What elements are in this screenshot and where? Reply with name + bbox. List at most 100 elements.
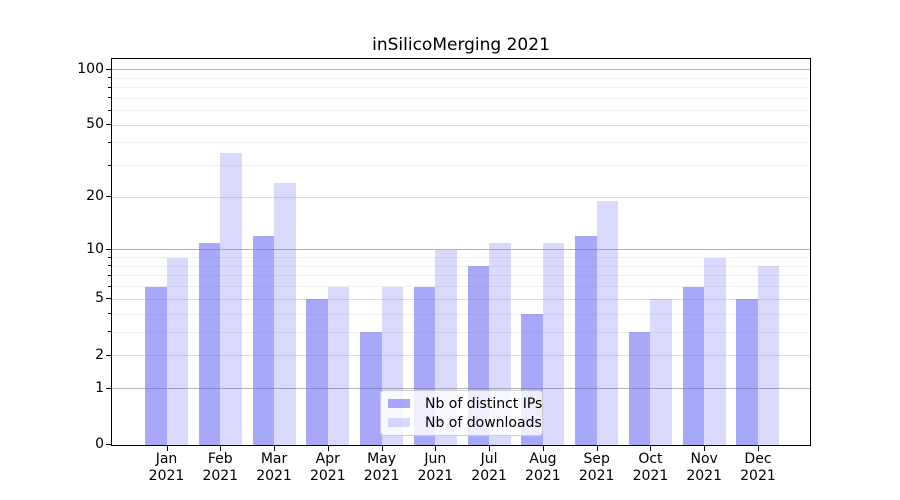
y-tick bbox=[106, 387, 111, 389]
y-tick-label: 2 bbox=[95, 346, 104, 363]
x-tick-label-year: 2021 bbox=[417, 468, 454, 484]
gridline-minor bbox=[112, 87, 810, 88]
x-tick-label: Aug 2021 bbox=[501, 451, 585, 485]
bar-distinct-ips bbox=[306, 299, 328, 445]
bar-distinct-ips bbox=[252, 236, 275, 445]
bar-downloads bbox=[650, 299, 672, 445]
x-tick-label: Sep 2021 bbox=[555, 451, 639, 485]
gridline-minor bbox=[112, 265, 810, 267]
bar-downloads bbox=[704, 257, 726, 445]
gridline-minor bbox=[112, 97, 810, 99]
y-minor-tick bbox=[108, 164, 111, 166]
gridline-major bbox=[112, 388, 810, 390]
bar-downloads bbox=[220, 153, 242, 445]
legend: Nb of distinct IPs Nb of downloads bbox=[380, 390, 543, 436]
gridline-major bbox=[112, 249, 810, 251]
y-minor-tick bbox=[108, 285, 111, 287]
x-tick-label: Jun 2021 bbox=[393, 451, 477, 485]
x-tick-label: Nov 2021 bbox=[662, 451, 746, 485]
x-tick-label-month: Sep bbox=[583, 451, 610, 467]
x-tick-label-year: 2021 bbox=[202, 468, 239, 484]
gridline-minor bbox=[112, 77, 810, 79]
gridline bbox=[112, 124, 810, 126]
x-tick-label-year: 2021 bbox=[740, 468, 776, 484]
x-tick-label-year: 2021 bbox=[578, 468, 615, 484]
y-tick-label: 0 bbox=[95, 436, 104, 452]
x-tick bbox=[650, 446, 652, 451]
x-tick-label-year: 2021 bbox=[363, 468, 400, 484]
gridline bbox=[112, 355, 810, 357]
bar-distinct-ips bbox=[145, 286, 167, 445]
y-tick bbox=[106, 124, 111, 126]
x-tick-label-year: 2021 bbox=[632, 468, 669, 484]
y-tick bbox=[106, 248, 111, 250]
y-minor-tick bbox=[108, 313, 111, 315]
x-tick-label-month: Jul bbox=[480, 451, 498, 467]
x-tick-label-month: May bbox=[367, 451, 397, 467]
x-tick-label-year: 2021 bbox=[686, 468, 722, 484]
y-minor-tick bbox=[108, 77, 111, 79]
x-tick-label-month: Dec bbox=[744, 451, 772, 467]
gridline-minor bbox=[112, 165, 810, 167]
y-tick-label: 10 bbox=[86, 240, 104, 257]
x-tick-label-month: Mar bbox=[260, 451, 288, 467]
bar-downloads bbox=[757, 266, 780, 445]
gridline bbox=[112, 298, 810, 300]
bar-distinct-ips bbox=[682, 286, 705, 445]
x-tick-label: Jul 2021 bbox=[447, 451, 531, 485]
x-tick-label: Oct 2021 bbox=[608, 451, 692, 485]
y-tick-label: 100 bbox=[77, 60, 104, 77]
x-tick-label: Apr 2021 bbox=[286, 451, 370, 485]
x-tick-label: Dec 2021 bbox=[716, 451, 800, 485]
x-tick-label-month: Jan bbox=[155, 451, 178, 467]
gridline-minor bbox=[112, 275, 810, 277]
bar-distinct-ips bbox=[736, 299, 758, 445]
bar-distinct-ips bbox=[628, 332, 651, 445]
x-tick bbox=[542, 446, 544, 451]
y-minor-tick bbox=[108, 265, 111, 267]
x-tick-label-month: Jun bbox=[424, 451, 447, 467]
legend-label-downloads: Nb of downloads bbox=[425, 414, 542, 431]
gridline-minor bbox=[112, 110, 810, 112]
gridline-major bbox=[112, 69, 810, 71]
plot-area bbox=[111, 58, 811, 446]
y-minor-tick bbox=[108, 86, 111, 88]
gridline-minor bbox=[112, 313, 810, 315]
x-tick bbox=[327, 446, 329, 451]
y-tick bbox=[106, 196, 111, 198]
bar-downloads bbox=[596, 201, 619, 445]
bar-downloads bbox=[542, 242, 565, 445]
x-tick-label-year: 2021 bbox=[256, 468, 292, 484]
y-minor-tick bbox=[108, 274, 111, 276]
y-tick-label: 5 bbox=[95, 290, 104, 307]
x-tick-label: Jan 2021 bbox=[125, 451, 209, 485]
x-tick bbox=[274, 446, 276, 451]
x-tick bbox=[596, 446, 598, 451]
bar-distinct-ips bbox=[360, 332, 382, 445]
x-tick-label-month: Feb bbox=[207, 451, 233, 467]
x-tick bbox=[489, 446, 491, 451]
chart-title: inSilicoMerging 2021 bbox=[372, 35, 550, 55]
legend-label-distinct-ips: Nb of distinct IPs bbox=[425, 395, 543, 412]
x-tick-label-month: Oct bbox=[638, 451, 663, 467]
x-tick bbox=[435, 446, 437, 451]
legend-item-downloads: Nb of downloads bbox=[388, 415, 542, 431]
y-minor-tick bbox=[108, 256, 111, 258]
bar-distinct-ips bbox=[198, 242, 221, 445]
gridline-minor bbox=[112, 286, 810, 288]
x-tick-label-month: Nov bbox=[690, 451, 718, 467]
x-tick-label-month: Apr bbox=[315, 451, 340, 467]
y-tick-label: 1 bbox=[95, 379, 104, 396]
y-tick-label: 50 bbox=[86, 116, 104, 133]
y-tick bbox=[106, 68, 111, 70]
y-tick bbox=[106, 298, 111, 300]
x-tick-label-year: 2021 bbox=[148, 468, 185, 484]
x-tick-label-year: 2021 bbox=[309, 468, 346, 484]
legend-swatch-distinct-ips bbox=[388, 399, 410, 408]
x-tick bbox=[220, 446, 222, 451]
y-tick bbox=[106, 354, 111, 356]
bar-downloads bbox=[166, 257, 188, 445]
gridline-minor bbox=[112, 257, 810, 259]
x-tick bbox=[757, 446, 759, 451]
